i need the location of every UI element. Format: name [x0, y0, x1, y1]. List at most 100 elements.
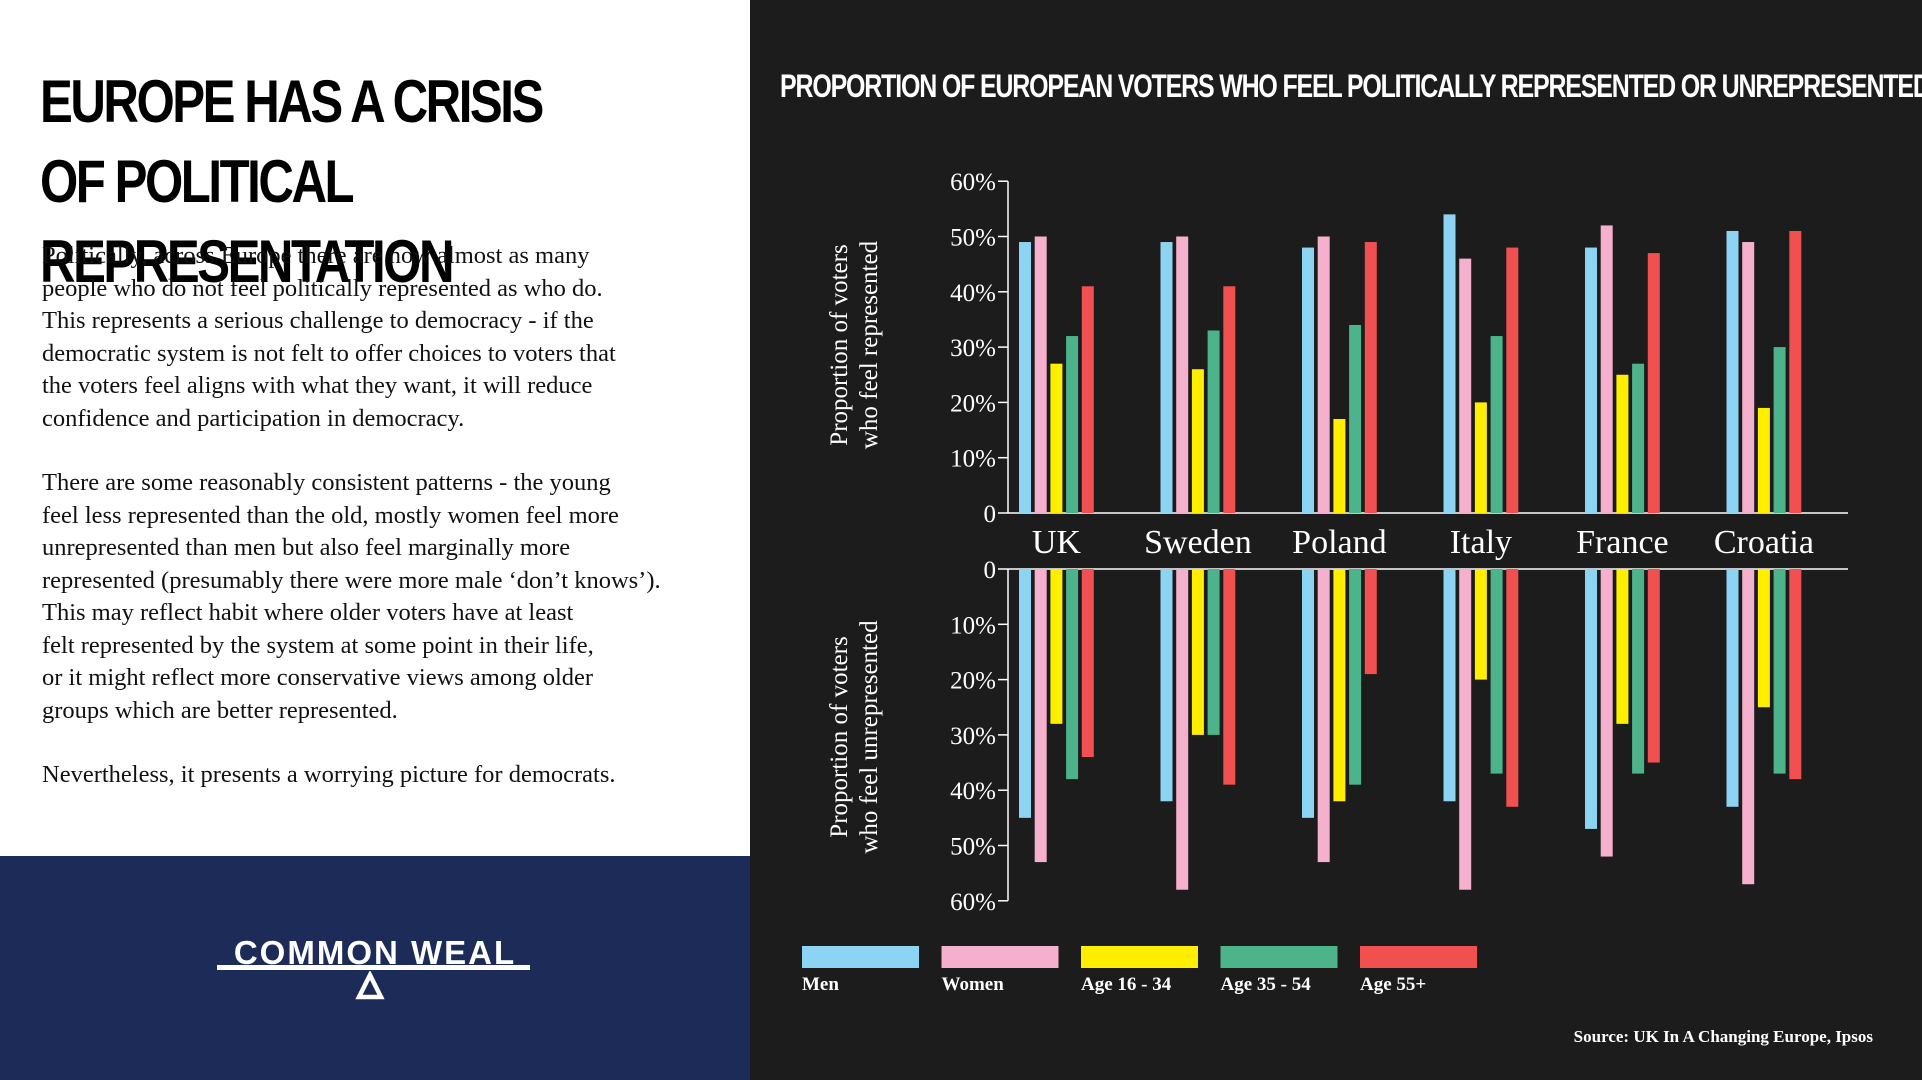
bar-unrepresented — [1585, 569, 1597, 829]
brand-panel: COMMON WEAL — [0, 856, 750, 1080]
top-tick-label: 0 — [984, 501, 997, 528]
top-tick-label: 30% — [950, 335, 996, 362]
country-label: Croatia — [1714, 524, 1814, 561]
bar-unrepresented — [1632, 569, 1645, 774]
bar-unrepresented — [1176, 569, 1189, 890]
bar-represented — [1207, 330, 1220, 513]
bar-unrepresented — [1647, 569, 1660, 763]
country-label: Italy — [1450, 524, 1512, 561]
bar-represented — [1364, 242, 1377, 513]
top-tick-label: 40% — [950, 280, 996, 307]
brand-logo-text: COMMON WEAL — [233, 934, 517, 971]
bar-unrepresented — [1160, 569, 1173, 802]
bottom-tick-label: 10% — [950, 612, 996, 639]
bottom-tick-label: 40% — [950, 778, 996, 805]
bar-represented — [1506, 247, 1519, 513]
bar-unrepresented — [1742, 569, 1755, 885]
body-text: Politically, across Europe there are now… — [42, 240, 742, 824]
bar-represented — [1585, 247, 1597, 513]
bottom-tick-label: 30% — [950, 723, 996, 750]
bar-represented — [1160, 242, 1173, 513]
bar-represented — [1773, 347, 1786, 513]
text-panel: EUROPE HAS A CRISIS OF POLITICAL REPRESE… — [0, 0, 750, 1080]
bar-represented — [1176, 236, 1189, 513]
bar-unrepresented — [1600, 569, 1613, 857]
top-y-axis-label-line: Proportion of voters — [826, 244, 853, 445]
bar-unrepresented — [1317, 569, 1330, 863]
bar-unrepresented — [1789, 569, 1802, 780]
legend-label: Age 35 - 54 — [1221, 974, 1312, 995]
bar-represented — [1019, 242, 1031, 513]
country-label: Poland — [1292, 524, 1386, 561]
bar-unrepresented — [1066, 569, 1079, 780]
country-label: France — [1576, 524, 1669, 561]
legend-label: Women — [942, 974, 1005, 995]
brand-logo-line — [217, 965, 530, 970]
bar-represented — [1302, 247, 1314, 513]
bottom-y-axis-label-line: Proportion of voters — [826, 636, 853, 837]
bar-represented — [1443, 214, 1456, 513]
bar-represented — [1459, 258, 1472, 513]
bar-represented — [1474, 402, 1487, 513]
bar-represented — [1600, 225, 1613, 513]
top-tick-label: 50% — [950, 225, 996, 252]
bar-unrepresented — [1223, 569, 1236, 785]
legend-swatch — [1220, 946, 1338, 968]
bar-represented — [1616, 374, 1629, 513]
bar-represented — [1066, 336, 1079, 513]
bottom-tick-label: 0 — [984, 557, 997, 584]
paragraph-3: Nevertheless, it presents a worrying pic… — [42, 761, 616, 788]
chart-title: PROPORTION OF EUROPEAN VOTERS WHO FEEL P… — [780, 68, 1922, 104]
legend-label: Men — [802, 974, 839, 995]
bar-represented — [1081, 286, 1094, 513]
bar-unrepresented — [1773, 569, 1786, 774]
bottom-tick-label: 50% — [950, 834, 996, 861]
bar-unrepresented — [1474, 569, 1487, 680]
bar-represented — [1490, 336, 1503, 513]
bar-unrepresented — [1490, 569, 1503, 774]
paragraph-2: There are some reasonably consistent pat… — [42, 469, 661, 724]
bar-unrepresented — [1757, 569, 1770, 708]
bar-represented — [1333, 418, 1346, 513]
bar-unrepresented — [1191, 569, 1204, 735]
bar-unrepresented — [1364, 569, 1377, 675]
top-tick-label: 10% — [950, 446, 996, 473]
source-note: Source: UK In A Changing Europe, Ipsos — [1573, 1027, 1873, 1046]
bar-represented — [1647, 253, 1660, 513]
bar-unrepresented — [1506, 569, 1519, 807]
top-y-axis-label-line: who feel represented — [856, 240, 883, 449]
top-tick-label: 60% — [950, 169, 996, 196]
bar-represented — [1742, 242, 1755, 513]
bar-unrepresented — [1081, 569, 1094, 758]
legend-swatch — [1360, 946, 1477, 968]
top-tick-label: 20% — [950, 390, 996, 417]
bar-unrepresented — [1443, 569, 1456, 802]
country-label: UK — [1032, 524, 1082, 561]
bar-represented — [1789, 230, 1802, 513]
balance-triangle-icon — [355, 971, 385, 1000]
bar-represented — [1757, 407, 1770, 513]
legend-swatch — [941, 946, 1059, 968]
bottom-y-axis-label: Proportion of voters who feel unrepresent… — [826, 620, 883, 854]
bar-unrepresented — [1302, 569, 1314, 818]
legend-label: Age 16 - 34 — [1081, 974, 1172, 995]
headline: EUROPE HAS A CRISIS OF POLITICAL REPRESE… — [40, 68, 544, 295]
bar-represented — [1349, 324, 1362, 513]
bar-represented — [1034, 236, 1047, 513]
bar-unrepresented — [1333, 569, 1346, 802]
legend-swatch — [802, 946, 919, 968]
bar-represented — [1726, 230, 1739, 513]
country-label: Sweden — [1144, 524, 1252, 561]
legend-swatch — [1081, 946, 1198, 968]
bottom-y-axis-label-line: who feel unrepresented — [856, 620, 883, 854]
bar-represented — [1191, 369, 1204, 513]
bar-represented — [1317, 236, 1330, 513]
bar-represented — [1050, 363, 1063, 513]
bar-unrepresented — [1050, 569, 1063, 724]
top-y-axis-label: Proportion of voters who feel represented — [826, 240, 883, 449]
bar-unrepresented — [1459, 569, 1472, 890]
paragraph-1: Politically, across Europe there are now… — [42, 242, 616, 432]
bar-unrepresented — [1019, 569, 1031, 818]
bar-unrepresented — [1616, 569, 1629, 724]
